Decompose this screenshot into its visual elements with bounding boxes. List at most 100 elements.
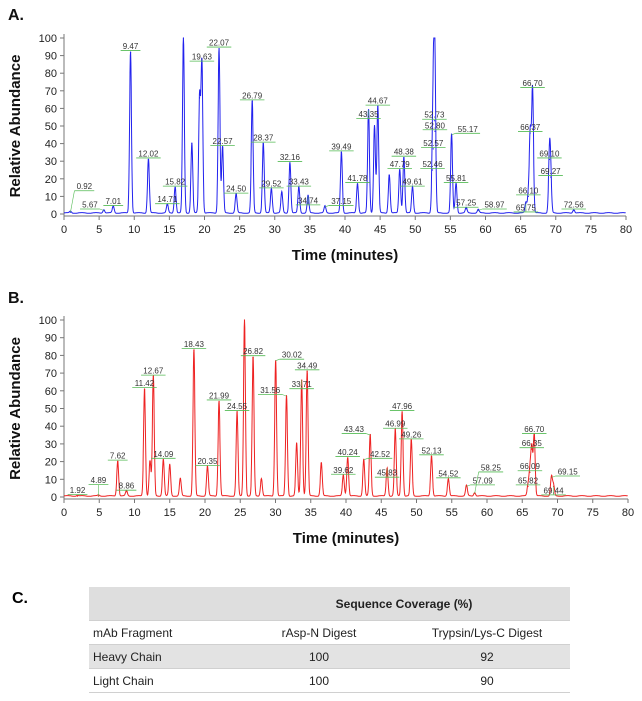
- peak-label: 33.43: [289, 178, 310, 187]
- peak-label: 19.63: [192, 53, 213, 62]
- peak-apex: [529, 471, 531, 473]
- peak-label: 52.46: [423, 160, 444, 169]
- peak-label: 12.02: [138, 149, 159, 158]
- table-row: Light Chain 100 90: [89, 668, 570, 693]
- peak-apex: [401, 411, 403, 413]
- peak-label-connector: [363, 458, 368, 461]
- x-tick-label: 15: [164, 507, 176, 519]
- table-group-header-row: Sequence Coverage (%): [89, 587, 570, 621]
- table-row: Heavy Chain 100 92: [89, 644, 570, 669]
- x-tick-label: 50: [409, 224, 421, 236]
- x-tick-label: 80: [620, 224, 632, 236]
- table-cell: 92: [400, 644, 570, 669]
- peak-label: 43.35: [359, 110, 380, 119]
- x-tick-label: 55: [444, 224, 456, 236]
- x-tick-label: 10: [128, 224, 140, 236]
- peak-apex: [201, 62, 203, 64]
- chromatogram-b: 0 10 20 30 40 50 60 70 80 90 100 0 5 10 15 20 25 30 35 40 45…: [7, 315, 634, 547]
- peak-apex: [191, 143, 193, 145]
- chromatogram-a: 0 10 20 30 40 50 60 70 80 90 100 0 5 10 15 20 25 30 35 40 45…: [7, 33, 632, 264]
- peak-apex: [252, 356, 254, 358]
- y-tick-label: 70: [45, 86, 57, 98]
- peak-label: 57.09: [473, 476, 494, 485]
- peak-label: 46.99: [385, 420, 406, 429]
- y-tick-label: 20: [45, 457, 57, 469]
- peak-apex: [430, 455, 433, 457]
- peak-apex: [76, 495, 79, 497]
- peak-apex: [403, 157, 405, 159]
- peak-label: 22.57: [213, 137, 234, 146]
- x-tick-label: 70: [551, 507, 563, 519]
- panel-label-c: C.: [12, 590, 28, 607]
- peak-apex: [296, 443, 298, 445]
- y-tick-label: 30: [45, 439, 57, 451]
- peak-label: 26.79: [242, 91, 263, 100]
- x-tick-label: 75: [587, 507, 599, 519]
- x-tick-label: 5: [96, 224, 102, 236]
- peak-label: 49.26: [401, 430, 422, 439]
- table-cell: 100: [234, 644, 400, 669]
- peak-label: 55.81: [446, 174, 467, 183]
- peak-label: 20.35: [197, 457, 218, 466]
- x-tick-label: 20: [199, 507, 211, 519]
- peak-apex: [152, 376, 154, 378]
- peak-label: 66.35: [522, 439, 543, 448]
- x-tick-label: 75: [585, 224, 597, 236]
- peak-label-connector: [282, 394, 287, 397]
- table-group-header: Sequence Coverage (%): [234, 587, 570, 621]
- peak-apex: [243, 319, 246, 321]
- x-axis-title: Time (minutes): [293, 530, 399, 547]
- peak-label: 21.99: [209, 391, 230, 400]
- peak-apex: [377, 106, 379, 108]
- peak-label: 69.44: [544, 486, 565, 495]
- peak-apex: [179, 478, 181, 480]
- peak-label: 26.82: [243, 347, 264, 356]
- peak-label: 33.71: [292, 380, 313, 389]
- peak-label: 58.25: [481, 463, 502, 472]
- peak-label: 43.43: [344, 425, 365, 434]
- peak-label: 37.15: [331, 197, 352, 206]
- peak-apex: [342, 475, 344, 477]
- x-tick-label: 45: [375, 507, 387, 519]
- table-cell: 90: [400, 668, 570, 693]
- peak-label: 48.38: [394, 148, 415, 157]
- peak-apex: [270, 188, 272, 190]
- panel-label-b: B.: [8, 290, 24, 307]
- x-tick-label: 80: [622, 507, 634, 519]
- x-tick-label: 30: [269, 224, 281, 236]
- peak-apex: [527, 195, 529, 197]
- peak-apex: [262, 143, 264, 145]
- y-tick-label: 80: [45, 68, 57, 80]
- y-tick-label: 40: [45, 139, 57, 151]
- peak-apex: [218, 47, 220, 50]
- peak-label: 66.70: [523, 79, 544, 88]
- peak-label: 31.56: [260, 386, 281, 395]
- peak-label: 45.83: [377, 469, 398, 478]
- peak-label: 4.89: [91, 476, 107, 485]
- column-header: mAb Fragment: [89, 620, 234, 645]
- peak-label: 24.55: [227, 402, 248, 411]
- peak-label: 5.67: [82, 200, 98, 209]
- peak-label: 69.27: [541, 167, 562, 176]
- peak-apex: [573, 209, 575, 212]
- peak-apex: [320, 462, 322, 464]
- peak-label-connector: [99, 208, 104, 211]
- peak-label: 66.09: [520, 462, 541, 471]
- peak-label: 66.10: [518, 186, 539, 195]
- peak-apex: [166, 204, 168, 206]
- peak-apex: [529, 132, 531, 134]
- peak-label: 14.71: [157, 195, 178, 204]
- peak-apex: [206, 466, 209, 468]
- peak-label-connector: [275, 358, 280, 361]
- peak-apex: [399, 169, 401, 171]
- peak-label: 9.47: [123, 42, 139, 51]
- peak-apex: [260, 478, 262, 480]
- peak-apex: [550, 176, 552, 178]
- peak-label: 8.86: [119, 482, 135, 491]
- y-tick-label: 20: [45, 174, 57, 186]
- peak-label: 65.82: [518, 476, 539, 485]
- peak-label: 30.02: [282, 351, 303, 360]
- x-tick-label: 70: [550, 224, 562, 236]
- peak-apex: [182, 37, 185, 39]
